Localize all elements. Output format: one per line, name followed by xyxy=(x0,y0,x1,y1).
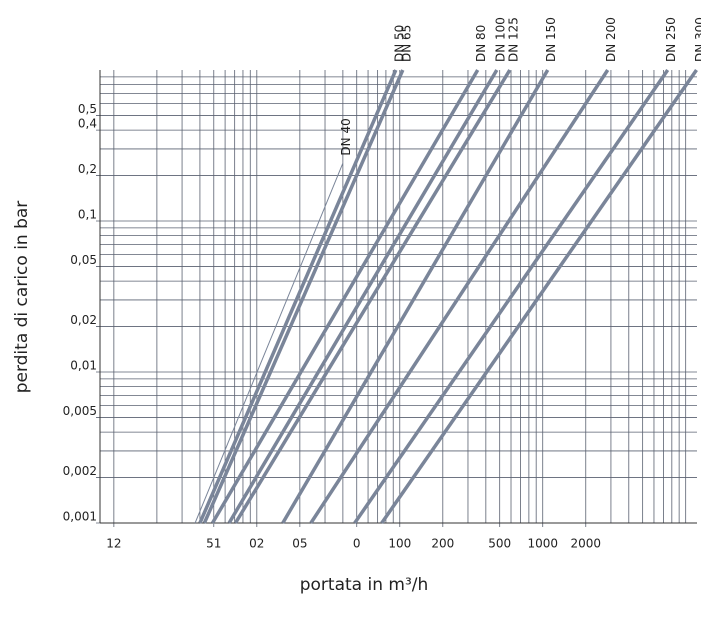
y-tick-label: 0,001 xyxy=(63,510,97,524)
y-tick-label: 0,5 xyxy=(78,102,97,116)
series-line xyxy=(198,69,398,524)
x-tick-label: 05 xyxy=(292,537,307,551)
series-label: DN 300 xyxy=(693,17,701,62)
y-axis-title: perdita di carico in bar xyxy=(12,201,32,394)
series-label: DN 200 xyxy=(604,17,618,62)
series-label: DN 100 xyxy=(493,17,507,62)
x-tick-label: 12 xyxy=(106,537,121,551)
y-tick-label: 0,02 xyxy=(70,313,97,327)
y-tick-label: 0,4 xyxy=(78,117,97,131)
y-tick-label: 0,002 xyxy=(63,464,97,478)
y-tick-label: 0,05 xyxy=(70,253,97,267)
series-line xyxy=(202,69,405,524)
x-tick-label: 2000 xyxy=(570,537,601,551)
x-tick-label: 0 xyxy=(353,537,361,551)
series-line xyxy=(380,69,698,524)
series-label: DN 40 xyxy=(339,118,353,155)
y-tick-label: 0,01 xyxy=(70,359,97,373)
y-tick-label: 0,005 xyxy=(63,404,97,418)
series-label: DN 65 xyxy=(399,25,413,62)
y-tick-label: 0,2 xyxy=(78,162,97,176)
y-tick-label: 0,1 xyxy=(78,208,97,222)
series-line xyxy=(309,69,610,524)
series-label: DN 150 xyxy=(544,17,558,62)
x-tick-label: 500 xyxy=(488,537,511,551)
series-line xyxy=(353,69,670,524)
series-label: DN 80 xyxy=(474,25,488,62)
series-label: DN 250 xyxy=(664,17,678,62)
x-tick-label: 1000 xyxy=(527,537,558,551)
x-tick-label: 02 xyxy=(249,537,264,551)
series-line xyxy=(281,69,550,524)
series-label: DN 50 xyxy=(392,25,406,62)
series-line xyxy=(210,69,480,524)
x-tick-label: 51 xyxy=(206,537,221,551)
series-line xyxy=(234,69,512,524)
x-axis-title: portata in m³/h xyxy=(300,575,429,595)
x-tick-label: 200 xyxy=(431,537,454,551)
series-label: DN 125 xyxy=(506,17,520,62)
series-line xyxy=(227,69,499,524)
x-tick-label: 100 xyxy=(388,537,411,551)
series-line xyxy=(194,163,344,524)
